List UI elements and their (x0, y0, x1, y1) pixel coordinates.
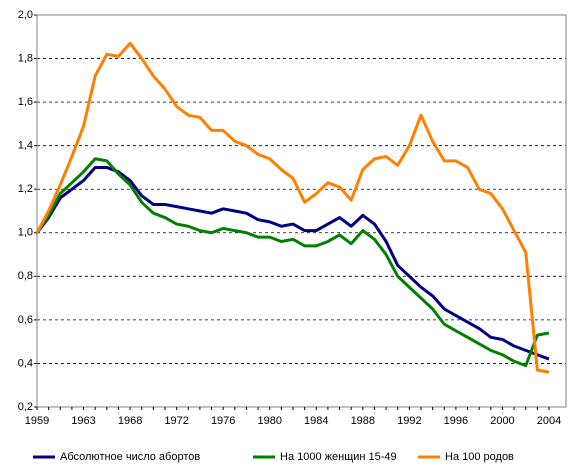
y-tick-label: 2,0 (18, 9, 33, 21)
y-tick-label: 0,4 (18, 357, 33, 369)
y-tick-label: 1,2 (18, 183, 33, 195)
x-tick-label: 1972 (164, 415, 188, 427)
y-tick-label: 1,6 (18, 96, 33, 108)
legend-label: Абсолютное число абортов (60, 451, 200, 463)
x-tick-label: 1992 (397, 415, 421, 427)
x-tick-label: 1963 (71, 415, 95, 427)
x-tick-label: 1980 (257, 415, 281, 427)
y-tick-label: 1,0 (18, 227, 33, 239)
x-tick-label: 1988 (351, 415, 375, 427)
legend-label: На 1000 женщин 15-49 (280, 451, 397, 463)
series-line (35, 41, 550, 374)
legend-label: На 100 родов (445, 451, 514, 463)
series-line (35, 165, 550, 361)
y-tick-label: 0,2 (18, 401, 33, 413)
x-tick-label: 1959 (25, 415, 49, 427)
x-tick-label: 2004 (537, 415, 561, 427)
x-tick-label: 1984 (304, 415, 328, 427)
y-tick-label: 0,8 (18, 270, 33, 282)
x-tick-label: 1996 (444, 415, 468, 427)
y-tick-label: 0,6 (18, 314, 33, 326)
x-tick-label: 2000 (490, 415, 514, 427)
plot-frame (36, 14, 567, 408)
y-tick-label: 1,4 (18, 140, 33, 152)
x-tick-label: 1976 (211, 415, 235, 427)
series-line (35, 157, 550, 368)
x-tick-label: 1968 (118, 415, 142, 427)
y-tick-label: 1,8 (18, 52, 33, 64)
